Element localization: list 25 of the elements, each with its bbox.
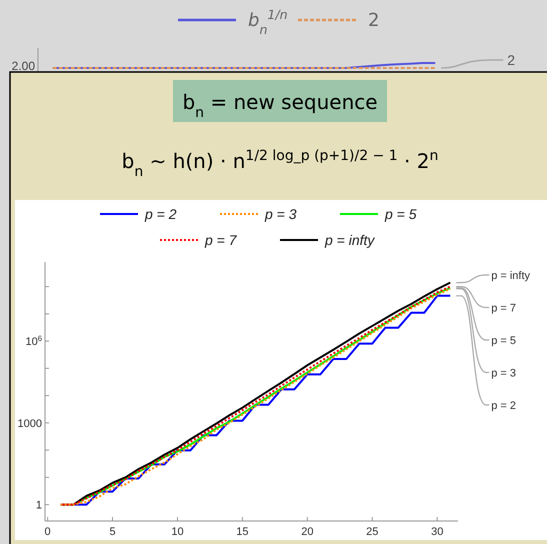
text: p = 2: [491, 400, 516, 412]
text: p = 5: [491, 335, 516, 347]
text: 2.00: [12, 59, 36, 73]
x-tick-label: 10: [171, 526, 184, 538]
text: p = 3: [491, 368, 516, 380]
x-tick-label: 0: [44, 526, 51, 538]
y-tick-label: 1: [36, 500, 42, 512]
legend-label: p = 3: [264, 206, 297, 222]
text: p = infty: [491, 270, 530, 282]
legend-label: p = 7: [204, 232, 238, 248]
legend-label: p = 5: [384, 206, 417, 222]
x-tick-label: 30: [431, 526, 444, 538]
text: p = 7: [491, 302, 516, 314]
x-tick-label: 20: [301, 526, 314, 538]
legend-label: 2: [368, 10, 380, 31]
chart-title: b$_{n}$ = new sequence: [182, 90, 378, 121]
text: 2: [507, 52, 516, 68]
x-tick-label: 15: [236, 526, 249, 538]
x-tick-label: 25: [366, 526, 378, 538]
y-tick-label: 1000: [18, 418, 42, 430]
legend-label: p = infty: [324, 232, 376, 248]
y-tick-label: 10$^{6}$: [25, 334, 42, 348]
legend-label: p = 2: [144, 206, 177, 222]
chart-subtitle: b$_{n}$ ∼ h(n) · n$^{1/2 log_p (p+1)/2 − 1}$ · 2$^{n}$: [122, 148, 438, 180]
x-tick-label: 5: [109, 526, 116, 538]
